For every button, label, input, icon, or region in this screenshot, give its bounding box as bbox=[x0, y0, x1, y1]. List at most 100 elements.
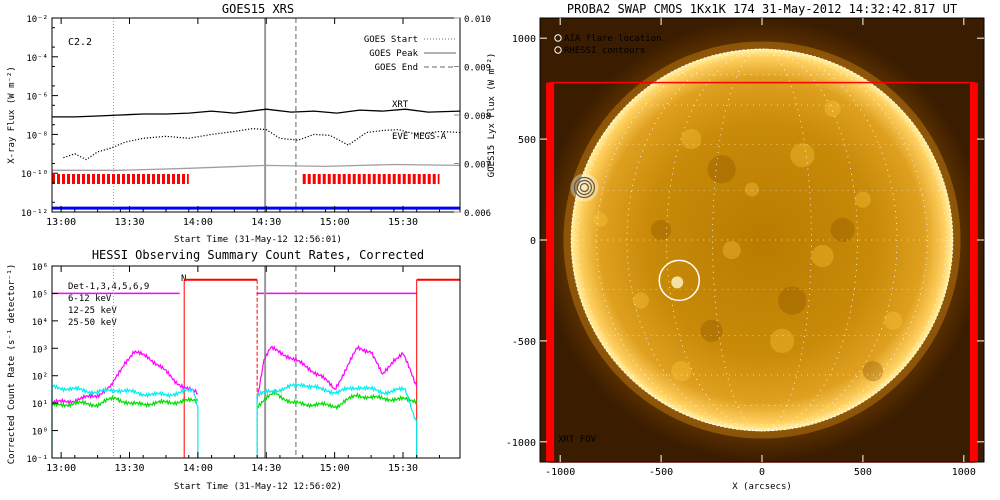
rhessi-contour bbox=[579, 182, 590, 193]
swap-ytick-label: -1000 bbox=[506, 438, 536, 449]
rhessi-bright-spot bbox=[570, 173, 599, 202]
sun-dark-region bbox=[707, 155, 736, 184]
goes-series-2 bbox=[52, 163, 461, 171]
goes-ytick-right-label: 0.010 bbox=[464, 15, 491, 25]
hessi-ylabel: Corrected Count Rate (s⁻¹ detector⁻¹) bbox=[7, 264, 17, 464]
hessi-series-2 bbox=[256, 381, 418, 423]
sun-active-region bbox=[593, 212, 608, 227]
sun-active-region bbox=[671, 361, 692, 382]
goes-legend-label: GOES Start bbox=[364, 35, 418, 45]
goes-legend: GOES Start GOES Peak GOES End bbox=[364, 35, 456, 73]
hessi-ytick-label: 10⁻¹ bbox=[26, 455, 48, 465]
rhessi-contour bbox=[573, 176, 596, 199]
hessi-ytick-label: 10⁶ bbox=[32, 263, 48, 273]
hessi-plot-frame bbox=[51, 265, 461, 459]
hessi-legend-label: 6-12 keV bbox=[68, 294, 112, 304]
sun-active-region bbox=[790, 143, 815, 168]
goes-ytick-right-label: 0.009 bbox=[464, 64, 491, 74]
hessi-xtick-label: 13:00 bbox=[46, 463, 76, 474]
swap-title: PROBA2 SWAP CMOS 1Kx1K 174 31-May-2012 1… bbox=[567, 2, 957, 16]
hessi-xtick-label: 14:30 bbox=[251, 463, 281, 474]
goes-ytick-label: 10⁻¹² bbox=[21, 209, 48, 219]
goes-legend-label: GOES Peak bbox=[369, 49, 418, 59]
sun-dark-region bbox=[862, 361, 884, 382]
hessi-series-0 bbox=[51, 349, 199, 406]
sun-dark-region bbox=[778, 286, 807, 315]
hessi-series-0 bbox=[256, 344, 418, 400]
rhessi-contour bbox=[576, 179, 593, 196]
swap-xtick-label: 1000 bbox=[952, 467, 976, 478]
goes-xrt-label: XRT bbox=[392, 100, 409, 110]
goes-xtick-label: 15:30 bbox=[388, 217, 418, 228]
goes-ytick-label: 10⁻⁴ bbox=[26, 54, 48, 64]
hessi-ytick-label: 10⁰ bbox=[32, 428, 48, 438]
hessi-series-2 bbox=[51, 383, 199, 407]
goes-xtick-label: 15:00 bbox=[320, 217, 350, 228]
sun-grid-longitude bbox=[596, 48, 928, 432]
hessi-ytick-label: 10² bbox=[32, 373, 48, 383]
sun-dark-region bbox=[700, 319, 723, 342]
goes-ytick-right-label: 0.007 bbox=[464, 161, 491, 171]
goes-series-0 bbox=[52, 108, 461, 118]
hessi-ytick-label: 10¹ bbox=[32, 400, 48, 410]
sun-active-region bbox=[770, 328, 795, 354]
swap-xlabel: X (arcsecs) bbox=[732, 482, 792, 492]
sun-grid-longitude bbox=[577, 48, 947, 432]
hessi-legend-label: 12-25 keV bbox=[68, 306, 117, 316]
swap-xtick-label: -500 bbox=[649, 467, 673, 478]
goes-panel: GOES15 XRS C2.2 X-ray Flux (W m⁻²) GOES1… bbox=[7, 2, 497, 245]
swap-legend-label: RHESSI contours bbox=[564, 46, 645, 56]
sun-grid-longitude bbox=[666, 48, 858, 432]
swap-legend-label: AIA flare location bbox=[564, 34, 662, 44]
goes-flare-class: C2.2 bbox=[68, 37, 92, 48]
sun-limb bbox=[570, 48, 954, 432]
sun-active-region bbox=[744, 182, 759, 197]
goes-eve-label: EVE MEGS-A bbox=[392, 132, 447, 142]
hessi-series-1 bbox=[51, 394, 199, 409]
sun-active-region bbox=[884, 311, 903, 330]
hessi-xtick-label: 15:00 bbox=[320, 463, 350, 474]
goes-xtick-label: 14:30 bbox=[251, 217, 281, 228]
goes-ytick-right-label: 0.008 bbox=[464, 112, 491, 122]
hessi-legend: Det-1,3,4,5,6,9 6-12 keV 12-25 keV 25-50 ke… bbox=[68, 282, 149, 328]
goes-xlabel: Start Time (31-May-12 12:56:01) bbox=[174, 235, 342, 245]
swap-ytick-label: 500 bbox=[518, 135, 536, 146]
swap-ytick-label: 1000 bbox=[512, 34, 536, 45]
aia-flare-circle bbox=[658, 259, 701, 302]
goes-ytick-label: 10⁻⁸ bbox=[26, 131, 48, 141]
sun-grid-longitude bbox=[712, 48, 812, 432]
swap-panel: PROBA2 SWAP CMOS 1Kx1K 174 31-May-2012 1… bbox=[506, 2, 985, 492]
sun-disk bbox=[571, 49, 953, 431]
goes-xtick-label: 13:00 bbox=[46, 217, 76, 228]
goes-legend-label: GOES End bbox=[375, 63, 418, 73]
hessi-ytick-label: 10⁵ bbox=[32, 290, 48, 300]
hessi-legend-label: Det-1,3,4,5,6,9 bbox=[68, 282, 149, 292]
hessi-xtick-label: 13:30 bbox=[114, 463, 144, 474]
goes-xtick-label: 14:00 bbox=[183, 217, 213, 228]
swap-xtick-label: -1000 bbox=[545, 467, 575, 478]
sun-active-region bbox=[811, 245, 834, 268]
xrt-fov-right-edge bbox=[969, 82, 978, 462]
sun-grid-longitude bbox=[626, 48, 898, 432]
sun-active-region bbox=[854, 191, 871, 208]
goes-ylabel: X-ray Flux (W m⁻²) bbox=[7, 66, 17, 164]
xrt-fov-label: XRT FOV bbox=[558, 435, 597, 445]
hessi-xtick-label: 14:00 bbox=[183, 463, 213, 474]
swap-image: XRT FOV -1000 -500 0 500 1000 1000 500 0 -500 -100… bbox=[506, 17, 985, 478]
hessi-night-marker: N bbox=[181, 274, 186, 284]
hessi-xlabel: Start Time (31-May-12 12:56:02) bbox=[174, 482, 342, 492]
sun-active-region bbox=[632, 292, 649, 309]
hessi-panel: HESSI Observing Summary Count Rates, Cor… bbox=[7, 248, 461, 492]
sun-dark-region bbox=[651, 219, 672, 240]
goes-ylabel-right: GOES15 Lyx Flux (W m⁻²) bbox=[487, 53, 497, 178]
hessi-ytick-label: 10³ bbox=[32, 345, 48, 355]
sun-active-region bbox=[681, 129, 702, 150]
goes-ytick-label: 10⁻¹⁰ bbox=[21, 170, 48, 180]
swap-legend-symbol bbox=[554, 34, 562, 42]
hessi-xtick-label: 15:30 bbox=[388, 463, 418, 474]
goes-series-1 bbox=[63, 127, 461, 161]
swap-xtick-label: 500 bbox=[854, 467, 872, 478]
hessi-legend-label: 25-50 keV bbox=[68, 318, 117, 328]
xrt-fov-left-edge bbox=[546, 82, 555, 462]
swap-legend-symbol bbox=[554, 46, 562, 54]
